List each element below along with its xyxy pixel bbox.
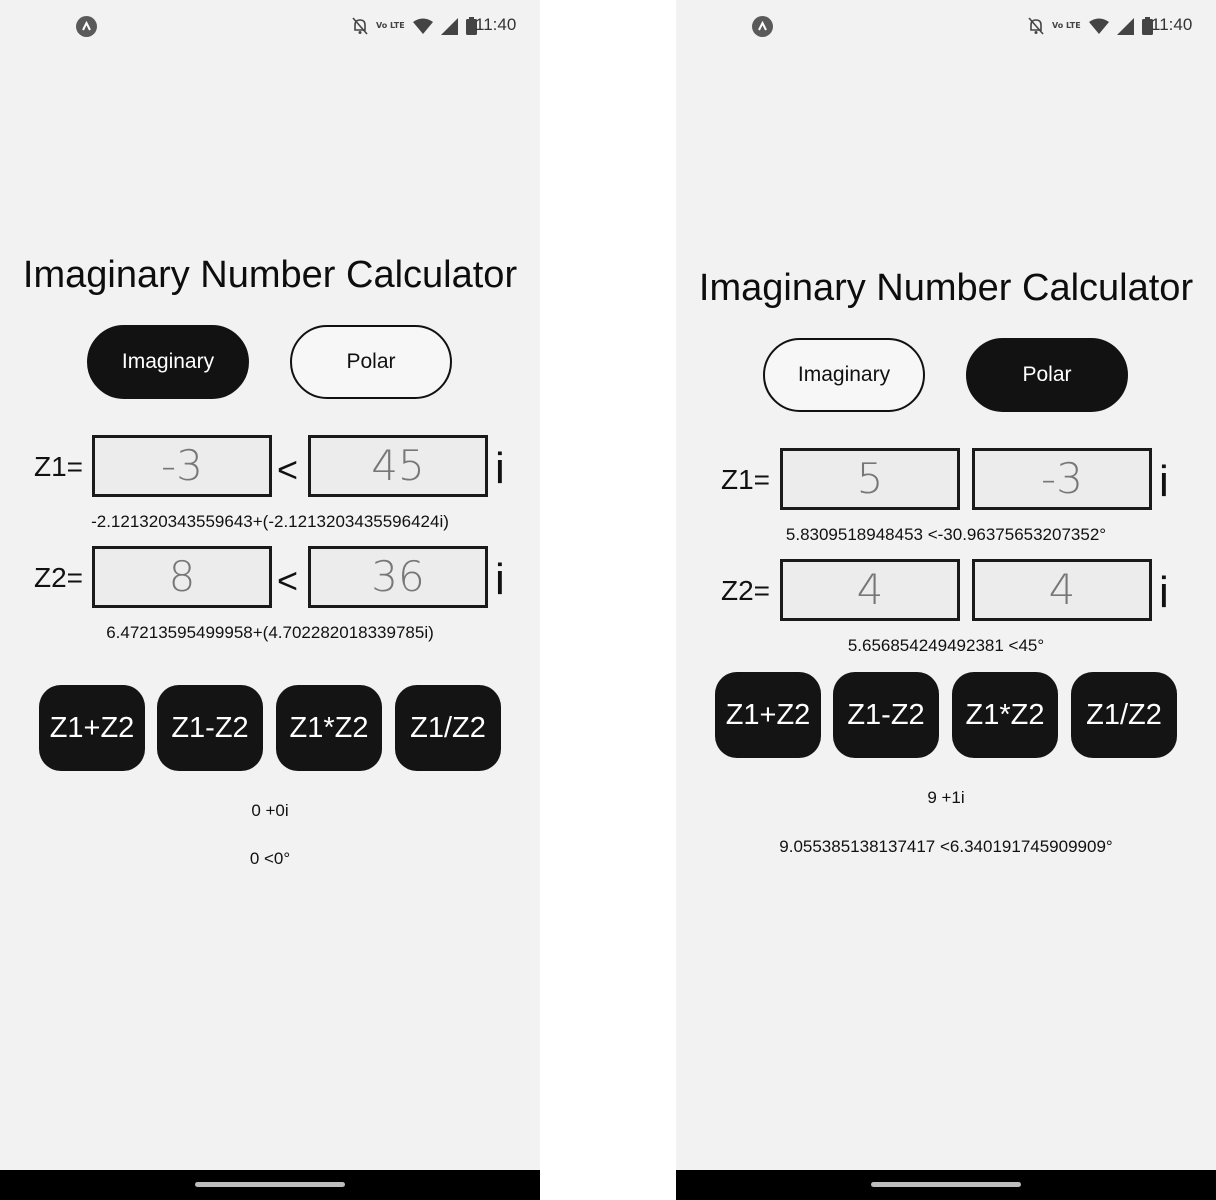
status-time: 11:40 — [1151, 15, 1193, 34]
page-title: Imaginary Number Calculator — [698, 267, 1194, 309]
z1-angle-separator: < — [277, 449, 299, 490]
z2-label: Z2= — [721, 575, 771, 606]
multiply-button[interactable]: Z1*Z2 — [952, 672, 1058, 758]
app-notification-icon — [752, 16, 773, 37]
volte-icon: Vo LTE — [376, 21, 405, 30]
cell-signal-icon — [440, 17, 458, 35]
z1-label: Z1= — [34, 451, 84, 482]
z2-imaginary-unit: i — [1159, 568, 1169, 617]
z1-first-input[interactable]: -3 — [92, 435, 272, 497]
divide-button[interactable]: Z1/Z2 — [1071, 672, 1177, 758]
subtract-button[interactable]: Z1-Z2 — [157, 685, 263, 771]
result-rectangular: 0 +0i — [251, 801, 289, 820]
imaginary-mode-button[interactable]: Imaginary — [763, 338, 925, 412]
z1-converted-value: 5.8309518948453 <-30.96375653207352° — [785, 525, 1107, 544]
page-title: Imaginary Number Calculator — [22, 254, 518, 296]
z1-second-input[interactable]: 45 — [308, 435, 488, 497]
status-bar: Vo LTE 11:40 — [0, 0, 540, 52]
bell-muted-icon — [352, 17, 368, 35]
result-polar: 0 <0° — [249, 849, 291, 868]
cell-signal-icon — [1116, 17, 1134, 35]
polar-mode-button[interactable]: Polar — [290, 325, 452, 399]
z2-converted-value: 6.47213595499958+(4.702282018339785i) — [106, 623, 434, 642]
z2-angle-separator: < — [277, 560, 299, 601]
z2-imaginary-unit: i — [495, 555, 505, 604]
result-rectangular: 9 +1i — [927, 788, 965, 807]
add-button[interactable]: Z1+Z2 — [715, 672, 821, 758]
navigation-bar — [676, 1170, 1216, 1200]
home-gesture-handle[interactable] — [871, 1182, 1021, 1187]
z1-second-input[interactable]: -3 — [972, 448, 1152, 510]
wifi-icon — [412, 18, 433, 34]
z1-imaginary-unit: i — [495, 444, 505, 493]
battery-icon — [465, 17, 477, 35]
multiply-button[interactable]: Z1*Z2 — [276, 685, 382, 771]
polar-mode-button[interactable]: Polar — [966, 338, 1128, 412]
navigation-bar — [0, 1170, 540, 1200]
status-bar: Vo LTE 11:40 — [676, 0, 1216, 52]
z2-label: Z2= — [34, 562, 84, 593]
divide-button[interactable]: Z1/Z2 — [395, 685, 501, 771]
bell-muted-icon — [1028, 17, 1044, 35]
subtract-button[interactable]: Z1-Z2 — [833, 672, 939, 758]
z1-first-input[interactable]: 5 — [780, 448, 960, 510]
z1-label: Z1= — [721, 464, 771, 495]
add-button[interactable]: Z1+Z2 — [39, 685, 145, 771]
battery-icon — [1141, 17, 1153, 35]
home-gesture-handle[interactable] — [195, 1182, 345, 1187]
z1-converted-value: -2.121320343559643+(-2.1213203435596424i… — [91, 512, 449, 531]
z2-first-input[interactable]: 8 — [92, 546, 272, 608]
result-polar: 9.055385138137417 <6.340191745909909° — [779, 837, 1113, 856]
z2-second-input[interactable]: 4 — [972, 559, 1152, 621]
phone-screen-polar-mode: Vo LTE 11:40 Imaginary Number Calculator… — [676, 0, 1216, 1200]
volte-icon: Vo LTE — [1052, 21, 1081, 30]
app-notification-icon — [76, 16, 97, 37]
status-time: 11:40 — [475, 15, 517, 34]
imaginary-mode-button[interactable]: Imaginary — [87, 325, 249, 399]
z1-imaginary-unit: i — [1159, 457, 1169, 506]
z2-converted-value: 5.656854249492381 <45° — [847, 636, 1045, 655]
phone-screen-imaginary-mode: Vo LTE 11:40 Imaginary Number Calculator… — [0, 0, 540, 1200]
z2-first-input[interactable]: 4 — [780, 559, 960, 621]
z2-second-input[interactable]: 36 — [308, 546, 488, 608]
wifi-icon — [1088, 18, 1109, 34]
